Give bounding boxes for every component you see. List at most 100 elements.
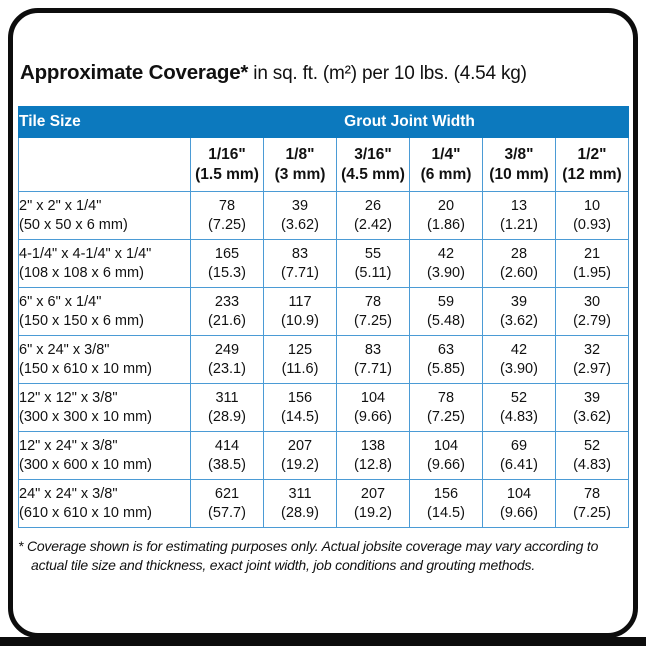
coverage-cell: 26 (2.42): [336, 191, 410, 240]
table-row: 2" x 2" x 1/4" (50 x 50 x 6 mm) 78 (7.25)…: [18, 191, 630, 240]
table-row: 6" x 6" x 1/4" (150 x 150 x 6 mm) 233 (21…: [18, 287, 630, 336]
tile-inches: 12" x 24" x 3/8": [19, 437, 118, 454]
coverage-value: 39: [510, 293, 528, 310]
coverage-cell: 125 (11.6): [263, 335, 337, 384]
table-row: 4-1/4" x 4-1/4" x 1/4" (108 x 108 x 6 mm…: [18, 239, 630, 288]
coverage-metric: (1.95): [573, 264, 611, 281]
coverage-value: 156: [433, 485, 459, 502]
header-empty-cell: [18, 137, 191, 192]
coverage-value: 42: [510, 341, 528, 358]
coverage-value: 21: [583, 245, 601, 262]
coverage-cell: 52 (4.83): [482, 383, 556, 432]
coverage-metric: (10.9): [281, 312, 319, 329]
coverage-metric: (7.25): [427, 408, 465, 425]
coverage-value: 26: [364, 197, 382, 214]
footnote: * Coverage shown is for estimating purpo…: [18, 538, 599, 573]
column-metric: (4.5 mm): [341, 165, 405, 183]
coverage-metric: (23.1): [208, 360, 246, 377]
tile-metric: (300 x 300 x 10 mm): [19, 408, 152, 425]
coverage-value: 83: [364, 341, 382, 358]
coverage-metric: (14.5): [427, 504, 465, 521]
coverage-cell: 156 (14.5): [409, 479, 483, 528]
coverage-cell: 39 (3.62): [554, 383, 630, 432]
title-suffix: in sq. ft. (m²) per 10 lbs. (4.54 kg): [248, 63, 527, 84]
coverage-cell: 59 (5.48): [409, 287, 483, 336]
coverage-cell: 117 (10.9): [263, 287, 337, 336]
coverage-metric: (7.25): [208, 216, 246, 233]
coverage-value: 63: [437, 341, 455, 358]
tile-size-cell: 12" x 24" x 3/8" (300 x 600 x 10 mm): [18, 431, 191, 480]
coverage-cell: 32 (2.97): [554, 335, 630, 384]
table-header-row: Tile Size Grout Joint Width: [18, 106, 630, 138]
column-header-3-16: 3/16" (4.5 mm): [336, 137, 410, 192]
coverage-cell: 39 (3.62): [482, 287, 556, 336]
coverage-cell: 207 (19.2): [336, 479, 410, 528]
coverage-cell: 104 (9.66): [482, 479, 556, 528]
tile-size-cell: 2" x 2" x 1/4" (50 x 50 x 6 mm): [18, 191, 191, 240]
coverage-cell: 69 (6.41): [482, 431, 556, 480]
coverage-cell: 78 (7.25): [190, 191, 264, 240]
coverage-cell: 30 (2.79): [554, 287, 630, 336]
column-header-1-4: 1/4" (6 mm): [409, 137, 483, 192]
coverage-metric: (15.3): [208, 264, 246, 281]
coverage-value: 117: [288, 293, 312, 310]
coverage-value: 104: [506, 485, 532, 502]
tile-inches: 6" x 24" x 3/8": [19, 341, 110, 358]
coverage-cell: 104 (9.66): [336, 383, 410, 432]
column-metric: (6 mm): [420, 165, 472, 183]
column-inches: 3/8": [504, 145, 534, 163]
coverage-value: 78: [437, 389, 455, 406]
coverage-cell: 165 (15.3): [190, 239, 264, 288]
coverage-metric: (0.93): [573, 216, 611, 233]
column-metric: (1.5 mm): [195, 165, 259, 183]
coverage-value: 59: [437, 293, 455, 310]
tile-size-cell: 12" x 12" x 3/8" (300 x 300 x 10 mm): [18, 383, 191, 432]
coverage-metric: (4.83): [573, 456, 611, 473]
coverage-cell: 138 (12.8): [336, 431, 410, 480]
coverage-cell: 311 (28.9): [263, 479, 337, 528]
coverage-table: Tile Size Grout Joint Width 1/16" (1.5 m…: [18, 106, 630, 528]
coverage-metric: (1.86): [427, 216, 465, 233]
coverage-metric: (28.9): [208, 408, 246, 425]
coverage-cell: 63 (5.85): [409, 335, 483, 384]
bottom-edge-bar: [0, 637, 646, 646]
table-row: 12" x 12" x 3/8" (300 x 300 x 10 mm) 311…: [18, 383, 630, 432]
coverage-metric: (38.5): [208, 456, 246, 473]
column-inches: 3/16": [354, 145, 392, 163]
coverage-metric: (5.11): [354, 264, 392, 281]
column-metric: (3 mm): [274, 165, 326, 183]
coverage-metric: (14.5): [281, 408, 319, 425]
coverage-cell: 78 (7.25): [336, 287, 410, 336]
coverage-value: 52: [510, 389, 528, 406]
coverage-value: 55: [364, 245, 382, 262]
title-main: Approximate Coverage*: [20, 61, 249, 84]
coverage-value: 104: [433, 437, 459, 454]
tile-size-cell: 4-1/4" x 4-1/4" x 1/4" (108 x 108 x 6 mm…: [18, 239, 191, 288]
coverage-metric: (19.2): [281, 456, 319, 473]
coverage-value: 69: [510, 437, 528, 454]
coverage-cell: 311 (28.9): [190, 383, 264, 432]
coverage-value: 30: [583, 293, 601, 310]
coverage-value: 32: [583, 341, 601, 358]
coverage-metric: (3.90): [500, 360, 538, 377]
coverage-metric: (2.42): [354, 216, 392, 233]
coverage-metric: (1.21): [500, 216, 538, 233]
column-header-1-16: 1/16" (1.5 mm): [190, 137, 264, 192]
coverage-metric: (9.66): [427, 456, 465, 473]
coverage-metric: (7.71): [354, 360, 392, 377]
coverage-cell: 156 (14.5): [263, 383, 337, 432]
coverage-metric: (4.83): [500, 408, 538, 425]
coverage-value: 156: [287, 389, 313, 406]
table-row: 12" x 24" x 3/8" (300 x 600 x 10 mm) 414…: [18, 431, 630, 480]
coverage-value: 20: [437, 197, 455, 214]
coverage-value: 83: [291, 245, 309, 262]
coverage-value: 39: [583, 389, 601, 406]
column-inches: 1/8": [285, 145, 315, 163]
coverage-cell: 83 (7.71): [263, 239, 337, 288]
coverage-value: 207: [360, 485, 386, 502]
coverage-value: 78: [583, 485, 601, 502]
coverage-metric: (9.66): [354, 408, 392, 425]
coverage-cell: 42 (3.90): [409, 239, 483, 288]
header-grout-joint-width: Grout Joint Width: [189, 106, 630, 138]
coverage-metric: (7.71): [281, 264, 319, 281]
